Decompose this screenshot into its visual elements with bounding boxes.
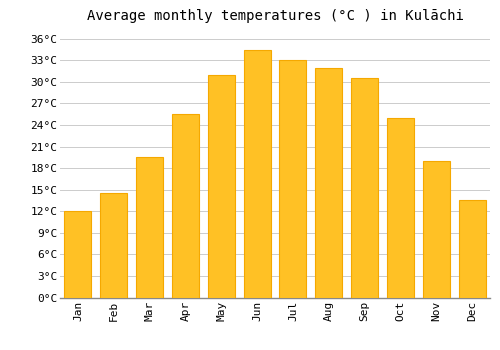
Bar — [172, 114, 199, 298]
Bar — [280, 60, 306, 298]
Bar — [316, 68, 342, 298]
Bar — [100, 193, 127, 298]
Bar — [458, 201, 485, 298]
Bar — [64, 211, 92, 298]
Bar — [244, 50, 270, 298]
Bar — [387, 118, 414, 297]
Bar — [208, 75, 234, 298]
Title: Average monthly temperatures (°C ) in Kulāchi: Average monthly temperatures (°C ) in Ku… — [86, 9, 464, 23]
Bar — [351, 78, 378, 298]
Bar — [136, 158, 163, 298]
Bar — [423, 161, 450, 298]
